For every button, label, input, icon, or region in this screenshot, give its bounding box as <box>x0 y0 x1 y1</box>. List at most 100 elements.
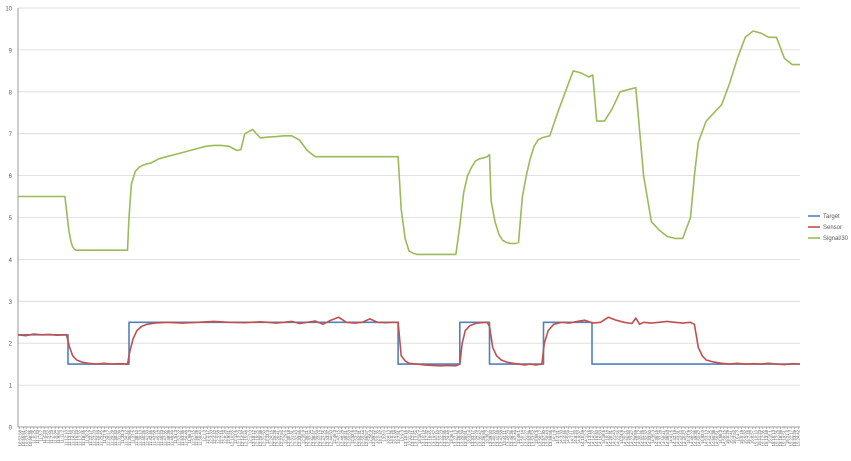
x-tick-label: 12:7:16 <box>219 429 224 444</box>
x-tick-label: 11:18:45 <box>81 429 86 446</box>
x-tick-label: 13:35:42 <box>477 429 482 446</box>
x-tick-label: 12:24:16 <box>269 429 274 446</box>
x-tick-label: 12:43:37 <box>325 429 330 446</box>
x-tick-label: 12:30:18 <box>286 429 291 446</box>
x-tick-label: 13:12:41 <box>410 429 415 446</box>
x-tick-label: 15:10:10 <box>753 429 758 446</box>
x-tick-label: 14:55:38 <box>711 429 716 446</box>
x-tick-label: 11:8:34 <box>53 429 58 443</box>
x-tick-label: 15:24:42 <box>796 429 801 446</box>
x-tick-label: 13:18:45 <box>428 429 433 446</box>
x-tick-label: 13:5:25 <box>389 429 394 444</box>
x-tick-label: 14:26:34 <box>626 429 631 446</box>
x-axis-ticks: 10:52:5810:55:5110:57:2210:58:3511:0:251… <box>17 427 801 446</box>
x-tick-label: 14:37:28 <box>658 429 663 446</box>
x-tick-label: 15:11:23 <box>757 429 762 446</box>
legend-label-target: Target <box>823 214 840 220</box>
x-tick-label: 13:15:7 <box>417 429 422 444</box>
x-tick-label: 15:13:48 <box>764 429 769 446</box>
x-tick-label: 13:7:51 <box>396 429 401 444</box>
x-tick-label: 11:42:46 <box>148 429 153 446</box>
x-tick-label: 12:18:12 <box>251 429 256 446</box>
y-tick-label: 6 <box>9 174 13 180</box>
x-tick-label: 14:24:9 <box>619 429 624 444</box>
x-tick-label: 12:25:28 <box>272 429 277 446</box>
x-tick-label: 13:47:49 <box>513 429 518 446</box>
x-tick-label: 11:53:35 <box>180 429 185 446</box>
x-tick-label: 13:49:1 <box>516 429 521 444</box>
x-tick-label: 13:36:55 <box>481 429 486 446</box>
x-tick-label: 13:10:16 <box>403 429 408 446</box>
x-tick-label: 12:50:53 <box>346 429 351 446</box>
x-tick-label: 13:23:35 <box>442 429 447 446</box>
x-tick-label: 15:21:4 <box>785 429 790 444</box>
x-tick-label: 14:52:0 <box>700 429 705 444</box>
x-tick-label: 13:11:29 <box>407 429 412 446</box>
x-tick-label: 11:25:45 <box>99 429 104 446</box>
x-tick-label: 15:19:51 <box>782 429 787 446</box>
x-tick-label: 15:23:29 <box>792 429 797 446</box>
x-tick-label: 14:7:11 <box>569 429 574 443</box>
x-tick-label: 11:14:23 <box>70 429 75 446</box>
x-tick-label: 14:27:47 <box>629 429 634 446</box>
x-tick-label: 12:12:6 <box>233 429 238 444</box>
x-tick-label: 11:20:2 <box>85 429 90 443</box>
x-tick-label: 13:21:10 <box>435 429 440 446</box>
x-tick-label: 13:3:0 <box>382 429 387 441</box>
x-tick-label: 15:17:26 <box>775 429 780 446</box>
x-tick-label: 11:0:25 <box>31 429 36 443</box>
x-tick-label: 13:40:33 <box>491 429 496 446</box>
x-tick-label: 12:32:43 <box>293 429 298 446</box>
x-tick-label: 11:17:32 <box>77 429 82 446</box>
x-tick-label: 12:53:19 <box>353 429 358 446</box>
x-tick-label: 11:16:23 <box>74 429 79 446</box>
x-tick-label: 15:15:1 <box>767 429 772 444</box>
x-tick-label: 15:4:7 <box>736 429 741 441</box>
x-tick-label: 13:30:51 <box>463 429 468 446</box>
x-tick-label: 11:29:29 <box>109 429 114 446</box>
x-tick-label: 11:58:29 <box>194 429 199 446</box>
x-tick-label: 10:52:58 <box>17 429 22 446</box>
x-tick-label: 11:49:49 <box>169 429 174 446</box>
y-tick-label: 0 <box>9 426 13 432</box>
x-tick-label: 14:4:46 <box>562 429 567 444</box>
y-tick-label: 4 <box>9 258 13 264</box>
x-tick-label: 12:49:41 <box>343 429 348 446</box>
x-tick-label: 13:27:13 <box>453 429 458 446</box>
legend-label-signal-30: Signal/30 <box>823 236 849 242</box>
x-tick-label: 13:58:43 <box>545 429 550 446</box>
x-tick-label: 11:1:33 <box>35 429 40 443</box>
x-tick-label: 12:47:15 <box>336 429 341 446</box>
x-tick-label: 13:6:38 <box>392 429 397 444</box>
x-tick-label: 14:13:15 <box>587 429 592 446</box>
x-tick-label: 14:47:9 <box>686 429 691 444</box>
x-tick-label: 11:28:17 <box>106 429 111 446</box>
y-tick-label: 2 <box>9 342 13 348</box>
x-tick-label: 11:33:3 <box>120 429 125 443</box>
x-tick-label: 13:38:7 <box>484 429 489 444</box>
x-tick-label: 13:39:20 <box>488 429 493 446</box>
x-tick-label: 14:1:8 <box>552 429 557 441</box>
x-tick-label: 13:50:14 <box>520 429 525 446</box>
x-tick-label: 12:39:59 <box>315 429 320 446</box>
x-tick-label: 13:52:39 <box>527 429 532 446</box>
x-tick-label: 12:1:3 <box>201 429 206 441</box>
x-tick-label: 13:0:35 <box>375 429 380 444</box>
x-tick-label: 13:51:27 <box>523 429 528 446</box>
legend-label-sensor: Sensor <box>823 225 842 231</box>
x-tick-label: 12:58:9 <box>368 429 373 444</box>
x-tick-label: 15:8:57 <box>750 429 755 444</box>
x-tick-label: 13:59:55 <box>548 429 553 446</box>
x-tick-label: 14:33:50 <box>647 429 652 446</box>
x-tick-label: 11:51:3 <box>173 429 178 443</box>
x-tick-label: 11:35:56 <box>127 429 132 446</box>
x-tick-label: 13:19:57 <box>431 429 436 446</box>
x-tick-label: 14:31:25 <box>640 429 645 446</box>
x-tick-label: 14:58:3 <box>718 429 723 444</box>
x-tick-label: 15:22:17 <box>789 429 794 446</box>
x-tick-label: 12:29:6 <box>283 429 288 444</box>
x-tick-label: 15:6:32 <box>743 429 748 444</box>
x-tick-label: 11:23:23 <box>92 429 97 446</box>
x-tick-label: 15:7:45 <box>746 429 751 444</box>
x-tick-label: 13:33:17 <box>470 429 475 446</box>
